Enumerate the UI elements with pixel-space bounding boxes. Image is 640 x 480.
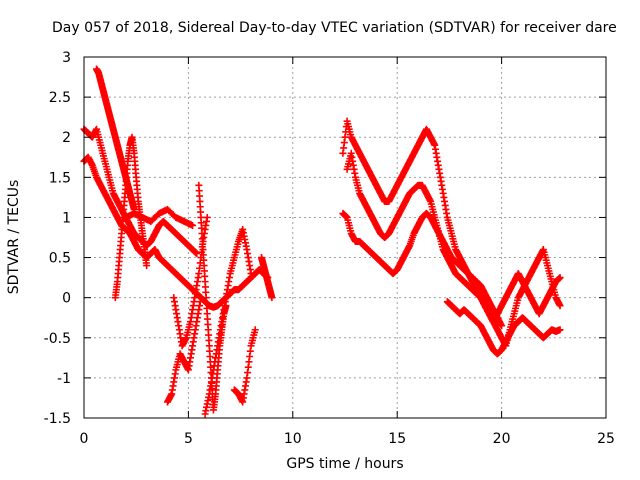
x-tick-label: 25	[597, 431, 615, 447]
data-point	[189, 221, 197, 229]
y-tick-label: 0.5	[49, 251, 71, 267]
x-tick-label: 20	[493, 431, 511, 447]
series-14	[443, 298, 564, 358]
series-13	[339, 209, 506, 330]
grid-lines	[84, 57, 606, 418]
series-2	[93, 65, 138, 213]
data-points	[80, 65, 564, 418]
series-8	[201, 225, 255, 418]
x-tick-label: 5	[184, 431, 193, 447]
y-tick-label: 2	[62, 130, 71, 146]
series-1	[80, 125, 201, 258]
series-6	[170, 213, 211, 350]
y-tick-label: 2.5	[49, 90, 71, 106]
y-tick-label: 1.5	[49, 170, 71, 186]
data-point	[556, 302, 564, 310]
y-tick-label: -1	[57, 371, 71, 387]
series-7	[195, 181, 230, 414]
chart-title: Day 057 of 2018, Sidereal Day-to-day VTE…	[52, 20, 617, 36]
series-10	[257, 254, 276, 302]
x-tick-label: 10	[284, 431, 302, 447]
y-axis-label: SDTVAR / TECUs	[6, 179, 22, 295]
y-tick-label: -0.5	[44, 331, 71, 347]
plot-frame	[83, 56, 607, 419]
data-point	[247, 270, 255, 278]
x-axis-label: GPS time / hours	[286, 456, 404, 472]
x-tick-label: 0	[80, 431, 89, 447]
series-9	[230, 326, 259, 406]
y-tick-label: -1.5	[44, 411, 71, 427]
data-point	[556, 326, 564, 334]
data-point	[556, 274, 564, 282]
y-tick-label: 1	[62, 210, 71, 226]
data-point	[203, 213, 211, 221]
data-point	[268, 294, 276, 302]
axis-ticks: 0 5 10 15 20 25 -1.5 -1 -0.5 0 0.5 1 1.5 2 2.5 3	[44, 50, 615, 447]
series-11	[339, 117, 564, 350]
data-point	[143, 262, 151, 270]
series-3	[111, 133, 151, 302]
series-0	[80, 153, 272, 311]
series-5	[164, 294, 205, 406]
y-tick-label: 0	[62, 291, 71, 307]
x-tick-label: 15	[388, 431, 406, 447]
series-12	[343, 149, 564, 326]
data-point	[251, 326, 259, 334]
data-point	[193, 250, 201, 258]
series-4	[122, 205, 197, 229]
data-point	[498, 322, 506, 330]
y-tick-label: 3	[62, 50, 71, 66]
